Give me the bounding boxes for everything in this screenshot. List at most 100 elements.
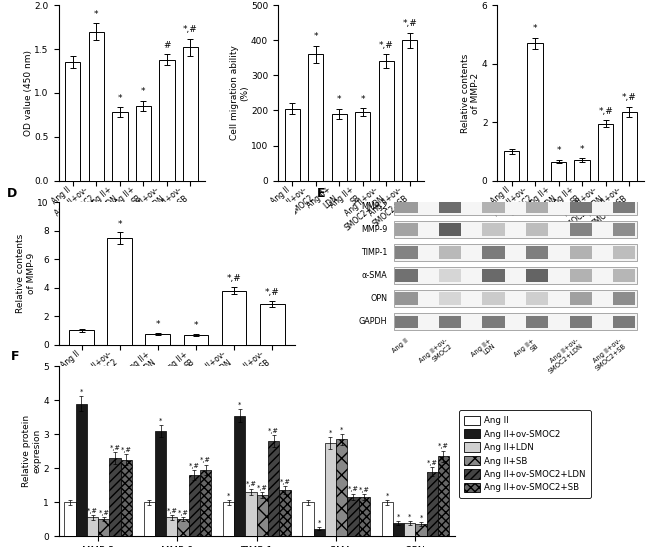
- Text: GAPDH: GAPDH: [359, 317, 387, 327]
- Text: TIMP-1: TIMP-1: [361, 248, 387, 257]
- Bar: [439, 316, 461, 328]
- Bar: [569, 293, 592, 305]
- Bar: [146, 334, 170, 345]
- Text: Ang II+
LDN: Ang II+ LDN: [470, 337, 497, 363]
- Text: MMP-9: MMP-9: [361, 225, 387, 234]
- Bar: [336, 439, 347, 536]
- Bar: [280, 490, 291, 536]
- Bar: [166, 517, 177, 536]
- Bar: [395, 316, 417, 328]
- Bar: [613, 293, 636, 305]
- Bar: [569, 316, 592, 328]
- Bar: [613, 223, 636, 236]
- Text: *,#: *,#: [257, 485, 268, 491]
- Text: OPN: OPN: [370, 294, 387, 304]
- Text: *: *: [533, 24, 538, 33]
- Bar: [526, 270, 549, 282]
- Bar: [109, 458, 121, 536]
- Text: *,#: *,#: [98, 510, 109, 516]
- Bar: [155, 431, 166, 536]
- Text: *,#: *,#: [402, 19, 417, 28]
- Bar: [439, 223, 461, 236]
- Text: *: *: [94, 10, 99, 19]
- Bar: [438, 456, 449, 536]
- Bar: [482, 293, 505, 305]
- Text: Ang II+ov-
SMOC2: Ang II+ov- SMOC2: [419, 337, 453, 370]
- Bar: [575, 160, 590, 181]
- Text: *,#: *,#: [87, 508, 98, 514]
- Text: *,#: *,#: [379, 41, 394, 50]
- Bar: [569, 270, 592, 282]
- Text: Ang II+ov-
SMOC2+LDN: Ang II+ov- SMOC2+LDN: [543, 337, 584, 375]
- Bar: [598, 124, 614, 181]
- Text: *,#: *,#: [280, 479, 291, 485]
- Bar: [504, 152, 519, 181]
- Bar: [482, 223, 505, 236]
- Text: *: *: [340, 426, 343, 432]
- Bar: [159, 60, 175, 181]
- Bar: [260, 304, 285, 345]
- Text: *,#: *,#: [359, 487, 370, 493]
- Bar: [325, 443, 336, 536]
- Bar: [439, 246, 461, 259]
- Bar: [308, 55, 323, 181]
- Bar: [355, 112, 370, 181]
- Bar: [285, 109, 300, 181]
- Y-axis label: Relative protein
expresion: Relative protein expresion: [22, 415, 42, 487]
- Text: #: #: [163, 41, 171, 50]
- Text: *: *: [155, 320, 160, 329]
- Text: *: *: [118, 94, 122, 103]
- Bar: [439, 293, 461, 305]
- Bar: [439, 200, 461, 213]
- Text: *,#: *,#: [438, 443, 449, 449]
- Text: *,#: *,#: [121, 447, 132, 453]
- Bar: [482, 270, 505, 282]
- Bar: [569, 200, 592, 213]
- Bar: [121, 459, 132, 536]
- Bar: [394, 313, 637, 330]
- Text: *: *: [337, 95, 341, 104]
- Text: *: *: [227, 492, 230, 498]
- Text: Ang II+
SB: Ang II+ SB: [514, 337, 540, 363]
- Bar: [268, 441, 280, 536]
- Bar: [404, 523, 415, 536]
- Bar: [526, 316, 549, 328]
- Bar: [177, 519, 188, 536]
- Text: C: C: [465, 0, 474, 2]
- Bar: [621, 112, 637, 181]
- Text: *,#: *,#: [177, 510, 188, 516]
- Bar: [382, 502, 393, 536]
- Bar: [482, 246, 505, 259]
- Bar: [234, 416, 246, 536]
- Text: *: *: [141, 88, 146, 96]
- Text: *,#: *,#: [348, 486, 358, 492]
- Text: *: *: [238, 401, 242, 408]
- Text: A: A: [26, 0, 36, 2]
- Bar: [70, 330, 94, 345]
- Bar: [347, 497, 359, 536]
- Text: α-SMA: α-SMA: [361, 271, 387, 280]
- Bar: [402, 40, 417, 181]
- Bar: [527, 43, 543, 181]
- Text: Ang II: Ang II: [391, 337, 410, 354]
- Text: *,#: *,#: [268, 428, 279, 434]
- Text: *: *: [556, 147, 561, 155]
- Text: *,#: *,#: [598, 107, 613, 116]
- Text: *: *: [159, 417, 162, 423]
- Bar: [393, 523, 404, 536]
- Text: *,#: *,#: [265, 288, 279, 298]
- Text: *,#: *,#: [189, 463, 200, 469]
- Text: *,#: *,#: [427, 459, 437, 465]
- Bar: [136, 106, 151, 181]
- Bar: [144, 502, 155, 536]
- Bar: [394, 290, 637, 307]
- Text: B: B: [246, 0, 255, 2]
- Text: *,#: *,#: [200, 457, 211, 463]
- Legend: Ang II, Ang II+ov-SMOC2, Ang II+LDN, Ang II+SB, Ang II+ov-SMOC2+LDN, Ang II+ov-S: Ang II, Ang II+ov-SMOC2, Ang II+LDN, Ang…: [460, 410, 591, 498]
- Bar: [613, 316, 636, 328]
- Bar: [394, 221, 637, 238]
- Bar: [426, 472, 438, 536]
- Bar: [395, 246, 417, 259]
- Bar: [87, 517, 98, 536]
- Text: F: F: [11, 350, 20, 363]
